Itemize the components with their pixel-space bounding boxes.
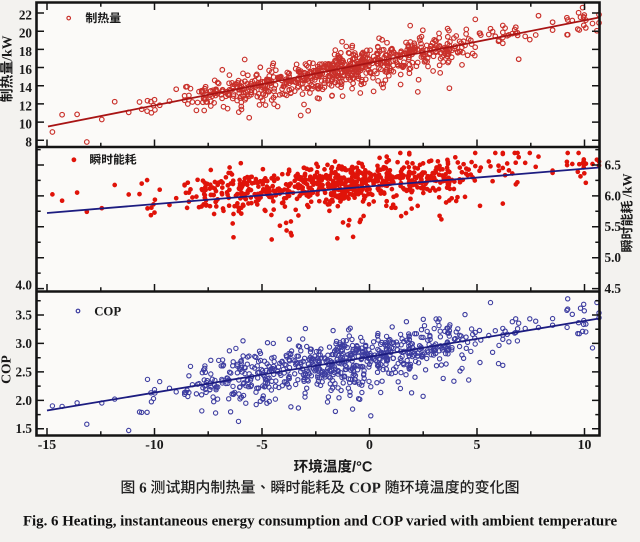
svg-text:3.5: 3.5	[16, 307, 33, 322]
svg-text:8: 8	[25, 135, 32, 150]
svg-text:10: 10	[19, 117, 33, 132]
svg-text:16: 16	[19, 62, 33, 77]
svg-text:2.0: 2.0	[16, 393, 33, 408]
svg-text:5.5: 5.5	[605, 219, 622, 234]
svg-text:14: 14	[19, 80, 33, 95]
svg-text:-5: -5	[256, 437, 268, 452]
svg-text:12: 12	[19, 98, 33, 113]
svg-text:5.0: 5.0	[605, 250, 622, 265]
svg-text:10: 10	[578, 437, 592, 452]
svg-text:4.5: 4.5	[605, 281, 622, 296]
svg-text:6.5: 6.5	[605, 157, 622, 172]
svg-text:22: 22	[19, 7, 33, 22]
svg-text:20: 20	[19, 26, 33, 41]
svg-text:4.0: 4.0	[16, 277, 33, 292]
svg-text:2.5: 2.5	[16, 364, 33, 379]
svg-text:Fig. 6 Heating, instantaneous: Fig. 6 Heating, instantaneous energy con…	[23, 514, 618, 530]
svg-text:-15: -15	[38, 437, 56, 452]
svg-text:5: 5	[474, 437, 481, 452]
svg-text:18: 18	[19, 44, 33, 59]
svg-text:1.5: 1.5	[16, 421, 33, 436]
svg-text:COP: COP	[94, 304, 121, 318]
svg-text:-10: -10	[145, 437, 163, 452]
svg-text:3.0: 3.0	[16, 336, 33, 351]
svg-text:6.0: 6.0	[605, 188, 622, 203]
svg-text:COP: COP	[0, 355, 14, 384]
svg-text:0: 0	[366, 437, 373, 452]
